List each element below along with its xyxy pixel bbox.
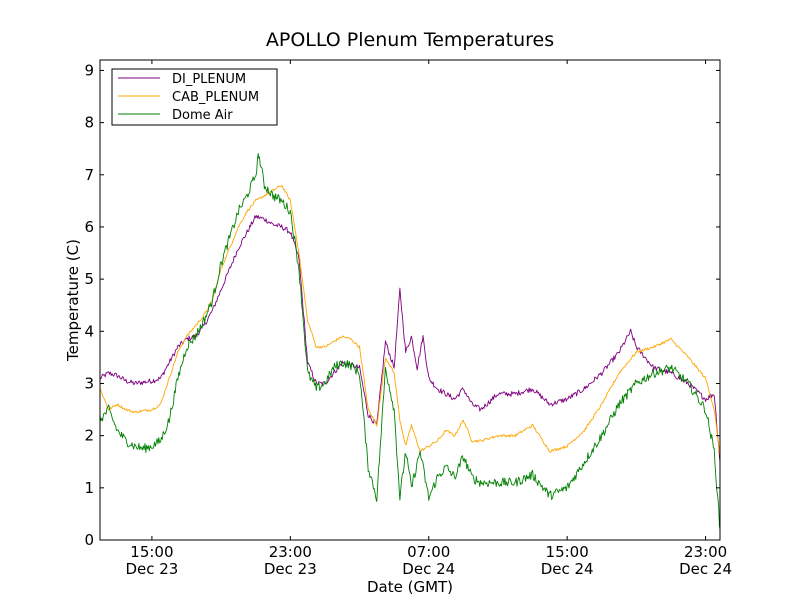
x-tick-label-date: Dec 24 [541, 560, 594, 578]
legend-label: DI_PLENUM [172, 72, 246, 87]
y-tick-label: 0 [84, 531, 94, 549]
x-tick-label-time: 15:00 [546, 543, 589, 561]
x-tick-label-date: Dec 23 [125, 560, 178, 578]
y-tick-label: 9 [84, 61, 94, 79]
y-tick-label: 1 [84, 479, 94, 497]
chart-title: APOLLO Plenum Temperatures [266, 29, 554, 51]
series-layer [99, 152, 721, 530]
y-tick-label: 7 [84, 166, 94, 184]
x-tick-label-time: 23:00 [684, 543, 727, 561]
x-tick-label-time: 07:00 [407, 543, 450, 561]
legend-label: Dome Air [172, 108, 233, 123]
y-tick-label: 8 [84, 114, 94, 132]
y-axis: 0 1 2 3 4 5 6 7 8 9 [84, 61, 720, 549]
y-axis-label: Temperature (C) [64, 239, 82, 362]
x-tick-label-date: Dec 24 [402, 560, 455, 578]
series-line-cab-plenum [99, 185, 721, 457]
legend-label: CAB_PLENUM [172, 90, 259, 105]
y-tick-label: 4 [84, 322, 94, 340]
x-tick-label-date: Dec 24 [679, 560, 732, 578]
x-axis-label: Date (GMT) [367, 578, 453, 596]
legend: DI_PLENUM CAB_PLENUM Dome Air [111, 68, 278, 126]
y-tick-label: 3 [84, 374, 94, 392]
x-tick-label-time: 23:00 [269, 543, 312, 561]
y-tick-label: 6 [84, 218, 94, 236]
x-tick-label-date: Dec 23 [264, 560, 317, 578]
plot-frame [99, 59, 721, 541]
series-line-di-plenum [99, 215, 721, 462]
y-tick-label: 2 [84, 427, 94, 445]
y-tick-label: 5 [84, 270, 94, 288]
x-tick-label-time: 15:00 [130, 543, 173, 561]
series-line-dome-air [99, 152, 721, 530]
